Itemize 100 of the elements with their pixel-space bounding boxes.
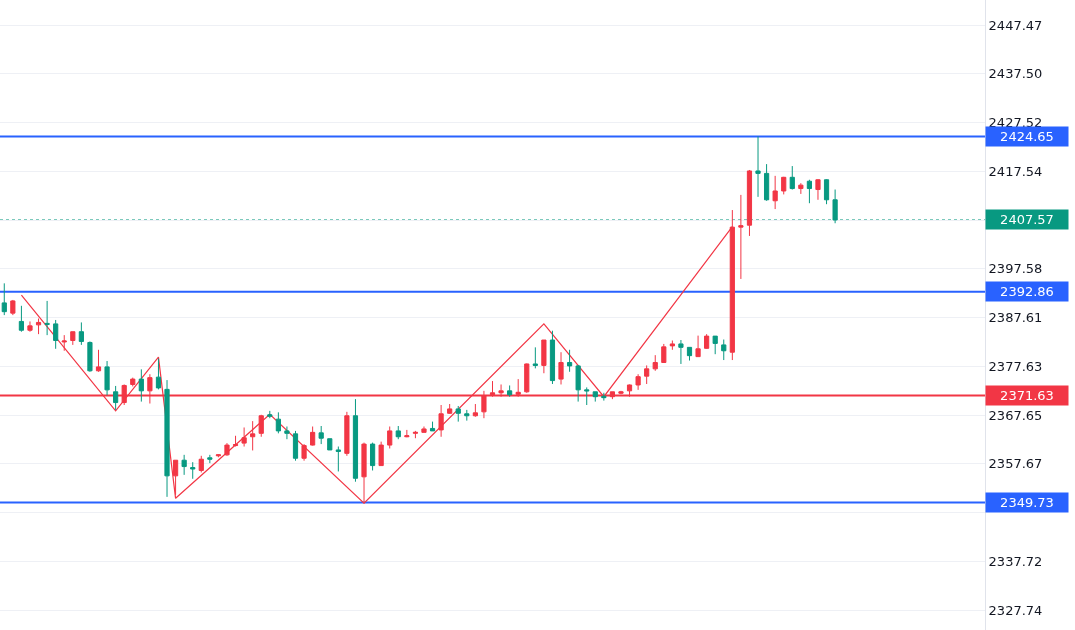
candlestick [404, 429, 410, 438]
candlestick [712, 335, 718, 355]
candlestick [172, 459, 179, 496]
y-tick-label: 2427.52 [988, 115, 1043, 131]
candlestick [1, 282, 7, 316]
candlestick [87, 340, 93, 373]
candlestick [532, 346, 538, 369]
candlestick [130, 377, 136, 387]
ref-line-label: 2424.65 [1000, 129, 1054, 144]
candlestick [164, 379, 170, 498]
y-tick-label: 2447.47 [988, 17, 1043, 33]
candlestick [224, 442, 230, 457]
candlestick [258, 414, 264, 438]
candlestick [104, 360, 110, 396]
candlestick [686, 346, 693, 362]
candlestick [781, 176, 787, 195]
ref-line-label: 2349.73 [1000, 495, 1054, 510]
candlestick [755, 136, 761, 198]
candlestick [549, 330, 556, 385]
y-tick-label: 2417.54 [988, 163, 1043, 179]
candlestick [678, 339, 684, 365]
candlestick [27, 320, 33, 333]
candlestick [644, 364, 650, 385]
candlestick [669, 340, 675, 351]
candlestick [738, 194, 744, 280]
candlestick [661, 343, 667, 363]
candlestick [832, 189, 838, 224]
candlestick [250, 420, 256, 451]
candlestick [335, 446, 341, 472]
candlestick [310, 426, 316, 447]
candlestick [455, 405, 461, 423]
candlestick [601, 392, 607, 402]
candlestick [387, 426, 393, 449]
candlestick [592, 391, 598, 403]
candlestick [78, 321, 84, 346]
candlestick [815, 178, 821, 201]
candlestick [772, 175, 778, 210]
candlestick [344, 411, 350, 457]
candlestick [763, 163, 770, 202]
candlestick [232, 435, 239, 448]
candlestick [789, 165, 795, 191]
candlestick [215, 453, 222, 458]
candlestick [507, 384, 513, 398]
candlestick [575, 364, 581, 403]
candlestick [44, 300, 50, 336]
candlestick [447, 403, 453, 415]
candlestick [301, 443, 307, 462]
candlestick [541, 339, 547, 374]
candlestick [395, 425, 401, 440]
candlestick [327, 438, 333, 451]
y-tick-label: 2437.50 [988, 66, 1043, 82]
candlestick [155, 358, 162, 390]
y-tick-label: 2387.61 [988, 310, 1043, 326]
candlestick [292, 430, 299, 462]
candlestick [113, 385, 119, 411]
candlestick [378, 441, 384, 467]
y-tick-label: 2367.65 [988, 407, 1043, 423]
candlestick [721, 339, 727, 361]
y-tick-label: 2327.74 [988, 602, 1043, 618]
candlestick [806, 179, 813, 204]
candlestick [318, 425, 324, 445]
candlestick [524, 362, 530, 394]
candlestick [352, 398, 359, 483]
candlestick [798, 182, 804, 195]
candlestick [10, 299, 16, 316]
candlestick [61, 334, 67, 352]
y-tick-label: 2357.67 [988, 456, 1043, 472]
candlestick [438, 404, 444, 438]
candlestick [207, 454, 213, 464]
candlestick [35, 318, 42, 335]
candlestick [275, 411, 281, 434]
candlestick [704, 333, 710, 350]
ref-line-label: 2392.86 [1000, 284, 1054, 299]
candlestick [429, 421, 436, 432]
candlestick [95, 349, 102, 373]
y-tick-label: 2377.63 [988, 358, 1043, 374]
candlestick [566, 349, 573, 373]
candlestick [472, 403, 478, 417]
candlestick [181, 454, 187, 476]
candlestick [421, 426, 427, 433]
candlestick [284, 426, 290, 440]
candlestick [558, 351, 564, 385]
candlestick [267, 410, 273, 419]
candlestick [138, 368, 144, 403]
candlestick [695, 335, 701, 358]
candlestick [652, 354, 658, 372]
candlestick [241, 426, 247, 448]
candlestick [635, 373, 641, 391]
y-tick-label: 2397.58 [988, 261, 1043, 277]
candlestick [70, 331, 76, 346]
candlestick [198, 455, 204, 473]
candlestick [18, 305, 25, 333]
y-tick-label: 2337.72 [988, 553, 1043, 569]
candlestick [190, 461, 196, 480]
candlestick [746, 169, 753, 237]
candlestick [584, 386, 590, 406]
candlestick [53, 319, 59, 350]
candlestick [823, 178, 830, 205]
candlestick [464, 409, 470, 422]
ref-line-label: 2371.63 [1000, 388, 1054, 403]
